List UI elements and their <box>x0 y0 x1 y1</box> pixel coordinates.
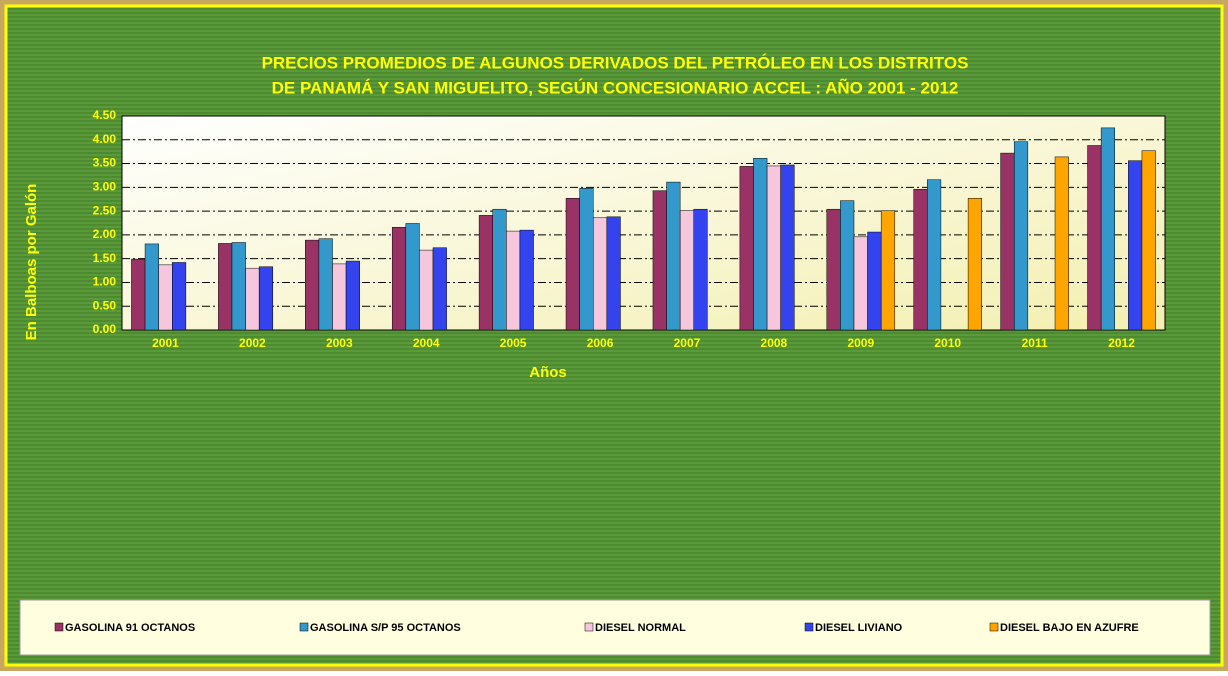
x-tick-label: 2011 <box>1022 336 1048 350</box>
bar <box>231 242 246 331</box>
bar <box>1128 160 1143 331</box>
bar <box>478 215 493 331</box>
bar <box>492 208 507 331</box>
bar <box>172 262 187 331</box>
bar <box>218 243 233 331</box>
legend <box>19 599 1211 656</box>
bar <box>913 188 928 331</box>
bar <box>144 243 159 331</box>
bar <box>606 216 621 331</box>
y-tick-label: 4.00 <box>93 132 117 146</box>
bar <box>753 158 768 331</box>
legend-swatch <box>54 622 64 632</box>
bar <box>391 227 407 331</box>
legend-label: GASOLINA 91 OCTANOS <box>65 622 195 634</box>
x-tick-label: 2001 <box>152 336 179 350</box>
y-axis-label: En Balboas por Galón <box>23 184 40 341</box>
bar <box>305 239 320 331</box>
legend-label: DIESEL LIVIANO <box>815 622 903 634</box>
bar <box>967 198 982 331</box>
legend-label: DIESEL BAJO EN AZUFRE <box>1000 622 1139 634</box>
bar <box>432 247 447 331</box>
bar <box>679 210 695 331</box>
chart-title: DE PANAMÁ Y SAN MIGUELITO, SEGÚN CONCESI… <box>272 77 959 97</box>
bar <box>1000 152 1015 331</box>
x-tick-label: 2006 <box>587 336 614 350</box>
y-tick-label: 3.50 <box>93 156 117 170</box>
bar <box>345 260 360 331</box>
x-tick-label: 2009 <box>847 336 874 350</box>
bar <box>419 249 434 331</box>
bar <box>780 164 795 331</box>
bar <box>867 231 882 331</box>
bar <box>853 236 868 331</box>
y-tick-label: 0.50 <box>93 298 117 312</box>
y-tick-label: 1.50 <box>93 251 117 265</box>
legend-swatch <box>804 622 814 632</box>
bar <box>1141 150 1156 331</box>
bar <box>1100 127 1115 331</box>
x-tick-label: 2010 <box>934 336 961 350</box>
bar <box>332 263 347 331</box>
legend-swatch <box>584 622 594 632</box>
bar <box>1054 156 1069 331</box>
x-axis-label: Años <box>529 364 567 381</box>
y-tick-label: 2.00 <box>93 227 117 241</box>
bar <box>592 217 608 331</box>
legend-label: DIESEL NORMAL <box>595 622 686 634</box>
bar <box>506 230 521 331</box>
x-tick-label: 2003 <box>326 336 353 350</box>
y-tick-label: 3.00 <box>93 180 117 194</box>
y-tick-label: 4.50 <box>93 108 117 122</box>
bar <box>739 166 754 331</box>
x-tick-label: 2012 <box>1108 336 1135 350</box>
bar <box>1013 141 1029 331</box>
legend-swatch <box>299 622 309 632</box>
x-tick-label: 2004 <box>413 336 440 350</box>
bar <box>1087 145 1102 331</box>
bar <box>405 223 420 331</box>
bar <box>927 179 942 331</box>
chart-title: PRECIOS PROMEDIOS DE ALGUNOS DERIVADOS D… <box>262 53 969 72</box>
x-tick-label: 2005 <box>500 336 527 350</box>
bar <box>131 258 146 331</box>
bar <box>158 264 173 331</box>
bar <box>579 188 594 331</box>
x-tick-label: 2008 <box>761 336 788 350</box>
bar <box>826 208 841 331</box>
bar <box>245 267 260 331</box>
bar <box>766 165 781 331</box>
y-tick-label: 1.00 <box>93 275 117 289</box>
bar <box>519 229 534 331</box>
legend-swatch <box>989 622 999 632</box>
x-tick-label: 2007 <box>674 336 701 350</box>
plot-area <box>121 115 1166 331</box>
bar <box>840 200 855 331</box>
bar <box>318 238 333 331</box>
x-tick-label: 2002 <box>239 336 266 350</box>
bar <box>693 208 708 331</box>
bar <box>880 210 896 331</box>
bar <box>652 190 667 331</box>
bar <box>565 198 580 331</box>
y-tick-label: 2.50 <box>93 203 117 217</box>
legend-label: GASOLINA S/P 95 OCTANOS <box>310 622 461 634</box>
y-tick-label: 0.00 <box>93 322 117 336</box>
bar <box>258 266 274 331</box>
bar <box>666 181 681 331</box>
